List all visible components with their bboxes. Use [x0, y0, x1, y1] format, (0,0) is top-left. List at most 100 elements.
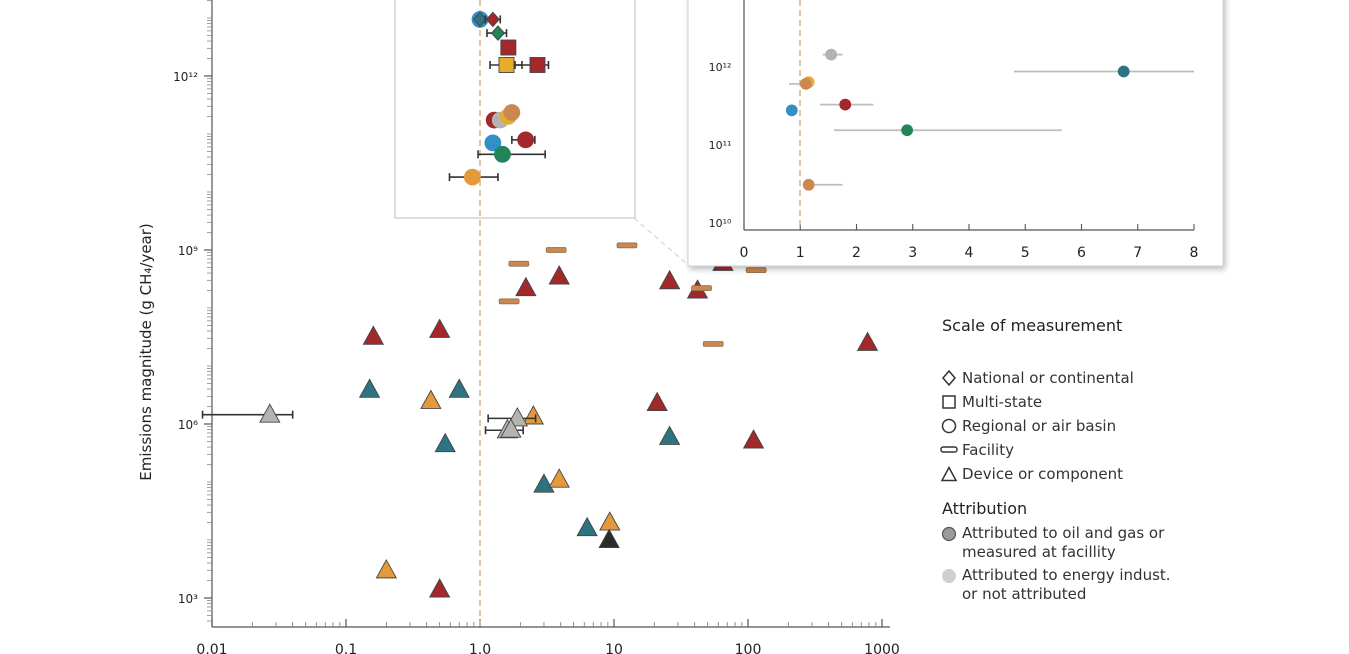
legend-label: Multi-state	[962, 393, 1043, 411]
inset-y-tick-label: 10¹²	[709, 61, 732, 74]
zoom-circle-marker	[503, 104, 521, 121]
zoom-square-marker	[529, 57, 546, 73]
y-tick-label: 10¹²	[173, 70, 198, 84]
triangle-marker	[576, 516, 598, 537]
facility-marker	[702, 341, 724, 347]
legend-item-regional: Regional or air basin	[940, 417, 1200, 441]
triangle-marker	[448, 378, 470, 398]
legend-item-device: Device or component	[940, 465, 1200, 489]
circle-icon	[941, 418, 957, 434]
triangle-marker	[522, 405, 545, 425]
inset-circle-marker	[785, 104, 798, 117]
inset-x-tick-label: 7	[1133, 245, 1142, 261]
zoom-circle-marker	[484, 134, 502, 152]
inset-x-tick-label: 1	[796, 245, 805, 261]
facility-marker	[616, 242, 638, 249]
x-tick-label: 10	[605, 642, 623, 654]
zoom-square-marker	[500, 39, 517, 56]
triangle-marker	[646, 391, 668, 412]
legend: Scale of measurement National or contine…	[940, 316, 1200, 608]
facility-marker	[745, 267, 767, 273]
y-tick-label: 10³	[178, 592, 198, 606]
zoom-connector-left	[633, 217, 689, 266]
main-plot-marks	[201, 242, 879, 598]
legend-label: Attributed to oil and gas or measured at …	[962, 524, 1164, 562]
inset-circle-marker	[1117, 65, 1130, 78]
legend-item-multistate: Multi-state	[940, 393, 1200, 417]
triangle-marker	[259, 403, 281, 423]
zoom-circle-marker	[494, 145, 511, 163]
legend-label-line1: Attributed to energy indust.	[962, 566, 1171, 584]
triangle-marker	[428, 578, 451, 598]
legend-label: Device or component	[962, 465, 1124, 483]
triangle-marker	[658, 425, 681, 445]
x-tick-label: 1.0	[469, 642, 491, 654]
triangle-marker	[434, 432, 456, 453]
inset-circle-marker	[839, 98, 852, 111]
inset-x-tick-label: 6	[1077, 245, 1086, 261]
triangle-marker	[658, 269, 681, 290]
triangle-marker	[420, 389, 442, 409]
triangle-marker	[358, 378, 381, 398]
facility-bar-icon	[940, 446, 958, 453]
legend-item-attributed-oil-gas: Attributed to oil and gas or measured at …	[940, 524, 1200, 566]
zoom-circle-marker	[464, 168, 481, 186]
legend-scale-list: National or continental Multi-state Regi…	[940, 369, 1200, 489]
zoom-circle-marker	[517, 131, 535, 149]
legend-attribution-heading: Attribution	[942, 499, 1028, 518]
legend-item-facility: Facility	[940, 441, 1200, 465]
inset-circle-marker	[901, 124, 914, 137]
inset-axes: 0 1 2 3 4 5 6 7 8 10¹⁰ 10¹¹ 10¹²	[709, 0, 1199, 261]
x-tick-label: 100	[735, 642, 762, 654]
inset-y-tick-label: 10¹¹	[709, 139, 732, 152]
inset-y-tick-label: 10¹⁰	[709, 217, 732, 230]
facility-marker	[508, 260, 530, 267]
triangle-marker	[548, 265, 570, 285]
x-tick-label: 1000	[864, 642, 900, 654]
facility-marker	[498, 298, 520, 305]
legend-item-energy-industry: Attributed to energy indust. or not attri…	[940, 566, 1200, 608]
y-tick-label: 10⁶	[178, 418, 198, 432]
inset-x-tick-label: 3	[908, 245, 917, 261]
inset-x-tick-label: 0	[740, 245, 749, 261]
inset-circle-marker	[799, 77, 812, 90]
inset-x-tick-label: 8	[1190, 245, 1199, 261]
legend-scale-heading: Scale of measurement	[942, 316, 1123, 335]
triangle-marker	[598, 528, 620, 549]
facility-marker	[691, 285, 712, 291]
zoom-diamond-marker	[472, 11, 488, 28]
triangle-marker	[742, 429, 765, 449]
left-zoom-marks	[448, 10, 550, 186]
zoom-diamond-marker	[490, 25, 506, 41]
legend-label-line2: or not attributed	[962, 585, 1087, 603]
legend-label: National or continental	[962, 369, 1134, 387]
zoom-diamond-marker	[485, 11, 500, 28]
triangle-marker	[500, 418, 522, 438]
inset-x-tick-label: 2	[852, 245, 861, 261]
inset-marks	[785, 48, 1194, 191]
triangle-marker	[428, 318, 451, 338]
inset-x-tick-label: 4	[965, 245, 974, 261]
legend-label-line2: measured at facillity	[962, 543, 1116, 561]
triangle-marker	[375, 558, 398, 579]
inset-circle-marker	[825, 48, 838, 61]
y-tick-label: 10⁹	[178, 244, 198, 258]
facility-marker	[545, 247, 567, 253]
x-tick-label: 0.1	[335, 642, 357, 654]
legend-item-national: National or continental	[940, 369, 1200, 393]
square-icon	[942, 395, 956, 409]
legend-label-line1: Attributed to oil and gas or	[962, 524, 1165, 542]
inset-x-tick-label: 5	[1021, 245, 1030, 261]
y-axis-title: Emissions magnitude (g CH₄/year)	[137, 223, 155, 481]
triangle-marker	[515, 276, 537, 297]
triangle-marker	[533, 473, 555, 493]
zoom-square-marker	[498, 57, 515, 73]
light-gray-circle-icon	[942, 569, 956, 583]
triangle-marker	[548, 468, 570, 488]
x-tick-label: 0.01	[196, 642, 227, 654]
triangle-marker	[856, 331, 879, 351]
legend-label: Regional or air basin	[962, 417, 1117, 435]
triangle-marker	[599, 511, 621, 531]
